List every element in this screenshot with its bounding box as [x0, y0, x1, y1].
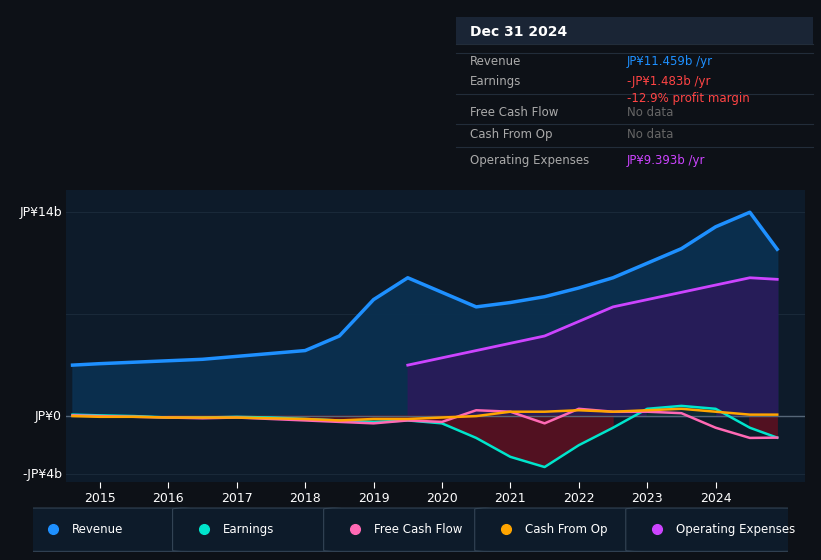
Text: Free Cash Flow: Free Cash Flow [374, 522, 462, 536]
Text: No data: No data [627, 106, 673, 119]
Text: JP¥0: JP¥0 [35, 409, 62, 423]
Text: Cash From Op: Cash From Op [525, 522, 608, 536]
Text: JP¥9.393b /yr: JP¥9.393b /yr [627, 154, 705, 167]
Text: Free Cash Flow: Free Cash Flow [470, 106, 558, 119]
Text: JP¥11.459b /yr: JP¥11.459b /yr [627, 55, 713, 68]
Text: Dec 31 2024: Dec 31 2024 [470, 25, 567, 39]
Text: No data: No data [627, 128, 673, 141]
Text: Revenue: Revenue [470, 55, 521, 68]
Text: -JP¥1.483b /yr: -JP¥1.483b /yr [627, 75, 711, 88]
FancyBboxPatch shape [21, 508, 192, 552]
FancyBboxPatch shape [626, 508, 796, 552]
Text: -JP¥4b: -JP¥4b [22, 468, 62, 481]
Text: Revenue: Revenue [72, 522, 123, 536]
Text: Earnings: Earnings [223, 522, 274, 536]
Text: JP¥14b: JP¥14b [20, 206, 62, 219]
Text: Operating Expenses: Operating Expenses [470, 154, 589, 167]
Text: Operating Expenses: Operating Expenses [677, 522, 796, 536]
FancyBboxPatch shape [456, 17, 813, 44]
Text: Cash From Op: Cash From Op [470, 128, 553, 141]
Text: Earnings: Earnings [470, 75, 521, 88]
FancyBboxPatch shape [172, 508, 343, 552]
FancyBboxPatch shape [323, 508, 494, 552]
Text: -12.9% profit margin: -12.9% profit margin [627, 92, 750, 105]
FancyBboxPatch shape [475, 508, 645, 552]
